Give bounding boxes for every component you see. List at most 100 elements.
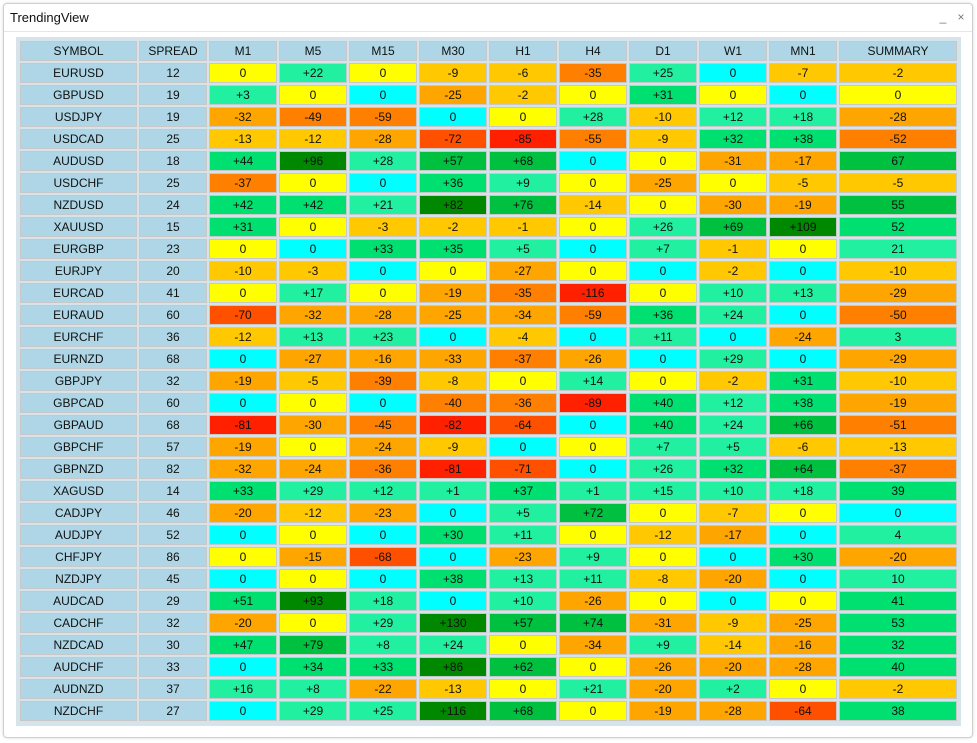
symbol-cell[interactable]: GBPNZD (20, 459, 137, 479)
spread-cell: 27 (139, 701, 207, 721)
summary-cell: 32 (839, 635, 957, 655)
trend-cell-mn1: +66 (769, 415, 837, 435)
trend-cell-mn1: -5 (769, 173, 837, 193)
trend-cell-h4: +14 (559, 371, 627, 391)
symbol-cell[interactable]: XAUUSD (20, 217, 137, 237)
trend-cell-mn1: 0 (769, 591, 837, 611)
trend-cell-m5: +34 (279, 657, 347, 677)
trend-cell-h4: -34 (559, 635, 627, 655)
trend-cell-m1: 0 (209, 283, 277, 303)
trend-cell-m5: -27 (279, 349, 347, 369)
trend-cell-m1: +47 (209, 635, 277, 655)
trend-cell-h4: -116 (559, 283, 627, 303)
symbol-cell[interactable]: EURUSD (20, 63, 137, 83)
spread-cell: 33 (139, 657, 207, 677)
trend-cell-m30: +35 (419, 239, 487, 259)
symbol-cell[interactable]: NZDJPY (20, 569, 137, 589)
symbol-cell[interactable]: GBPAUD (20, 415, 137, 435)
symbol-cell[interactable]: USDCAD (20, 129, 137, 149)
symbol-cell[interactable]: CHFJPY (20, 547, 137, 567)
trend-cell-w1: +24 (699, 305, 767, 325)
symbol-cell[interactable]: EURNZD (20, 349, 137, 369)
trend-cell-mn1: -19 (769, 195, 837, 215)
trend-cell-m30: -82 (419, 415, 487, 435)
symbol-cell[interactable]: EURJPY (20, 261, 137, 281)
spread-cell: 52 (139, 525, 207, 545)
table-row: AUDCAD 29 +51 +93 +18 0 +10 -26 0 0 0 41 (20, 591, 957, 611)
symbol-cell[interactable]: GBPUSD (20, 85, 137, 105)
trend-cell-h4: +72 (559, 503, 627, 523)
spread-cell: 82 (139, 459, 207, 479)
trend-cell-mn1: +18 (769, 481, 837, 501)
spread-cell: 86 (139, 547, 207, 567)
symbol-cell[interactable]: AUDUSD (20, 151, 137, 171)
trend-cell-d1: -8 (629, 569, 697, 589)
trend-cell-m30: +1 (419, 481, 487, 501)
trend-cell-mn1: +109 (769, 217, 837, 237)
symbol-cell[interactable]: GBPCAD (20, 393, 137, 413)
trend-cell-w1: 0 (699, 85, 767, 105)
table-row: EURUSD 12 0 +22 0 -9 -6 -35 +25 0 -7 -2 (20, 63, 957, 83)
trend-cell-m1: 0 (209, 239, 277, 259)
summary-cell: -52 (839, 129, 957, 149)
trend-cell-m30: +86 (419, 657, 487, 677)
symbol-cell[interactable]: NZDCAD (20, 635, 137, 655)
trend-cell-m1: -32 (209, 107, 277, 127)
symbol-cell[interactable]: NZDCHF (20, 701, 137, 721)
symbol-cell[interactable]: USDCHF (20, 173, 137, 193)
symbol-cell[interactable]: AUDCAD (20, 591, 137, 611)
symbol-cell[interactable]: AUDNZD (20, 679, 137, 699)
summary-cell: 41 (839, 591, 957, 611)
symbol-cell[interactable]: XAGUSD (20, 481, 137, 501)
trend-cell-h1: -4 (489, 327, 557, 347)
trend-cell-m5: +42 (279, 195, 347, 215)
trend-cell-m15: +8 (349, 635, 417, 655)
summary-cell: -29 (839, 283, 957, 303)
trend-cell-m30: -2 (419, 217, 487, 237)
close-icon[interactable]: × (957, 10, 965, 24)
symbol-cell[interactable]: EURAUD (20, 305, 137, 325)
trend-cell-mn1: 0 (769, 349, 837, 369)
trend-cell-d1: 0 (629, 371, 697, 391)
symbol-cell[interactable]: CADCHF (20, 613, 137, 633)
minimize-icon[interactable]: _ (939, 10, 947, 24)
symbol-cell[interactable]: USDJPY (20, 107, 137, 127)
trend-cell-m1: 0 (209, 525, 277, 545)
trend-cell-mn1: -28 (769, 657, 837, 677)
symbol-cell[interactable]: AUDCHF (20, 657, 137, 677)
trend-cell-m5: +22 (279, 63, 347, 83)
table-row: EURCAD 41 0 +17 0 -19 -35 -116 0 +10 +13 -29 (20, 283, 957, 303)
spread-cell: 29 (139, 591, 207, 611)
trend-cell-mn1: +38 (769, 393, 837, 413)
trend-cell-w1: -2 (699, 261, 767, 281)
trend-cell-h4: -35 (559, 63, 627, 83)
trend-cell-m30: -8 (419, 371, 487, 391)
symbol-cell[interactable]: CADJPY (20, 503, 137, 523)
trend-table: SYMBOL SPREAD M1 M5 M15 M30 H1 H4 D1 W1 MN1 SUMMARY… (18, 39, 959, 723)
trend-cell-mn1: +18 (769, 107, 837, 127)
trend-cell-w1: +12 (699, 393, 767, 413)
trend-cell-d1: +26 (629, 459, 697, 479)
trend-cell-h4: -55 (559, 129, 627, 149)
table-body: EURUSD 12 0 +22 0 -9 -6 -35 +25 0 -7 -2 GBPUSD 19 +3 0 0… (20, 63, 957, 721)
trend-cell-m30: 0 (419, 503, 487, 523)
trend-cell-d1: +15 (629, 481, 697, 501)
trend-cell-h1: 0 (489, 371, 557, 391)
symbol-cell[interactable]: EURGBP (20, 239, 137, 259)
spread-cell: 68 (139, 349, 207, 369)
symbol-cell[interactable]: GBPCHF (20, 437, 137, 457)
symbol-cell[interactable]: GBPJPY (20, 371, 137, 391)
trend-cell-mn1: +13 (769, 283, 837, 303)
trend-cell-m5: 0 (279, 85, 347, 105)
table-row: AUDUSD 18 +44 +96 +28 +57 +68 0 0 -31 -17 67 (20, 151, 957, 171)
symbol-cell[interactable]: EURCAD (20, 283, 137, 303)
symbol-cell[interactable]: EURCHF (20, 327, 137, 347)
symbol-cell[interactable]: AUDJPY (20, 525, 137, 545)
symbol-cell[interactable]: NZDUSD (20, 195, 137, 215)
trend-cell-h1: -27 (489, 261, 557, 281)
trend-cell-m5: -12 (279, 129, 347, 149)
trend-cell-m30: -72 (419, 129, 487, 149)
trend-cell-m15: 0 (349, 393, 417, 413)
trend-cell-h4: +1 (559, 481, 627, 501)
summary-cell: 67 (839, 151, 957, 171)
